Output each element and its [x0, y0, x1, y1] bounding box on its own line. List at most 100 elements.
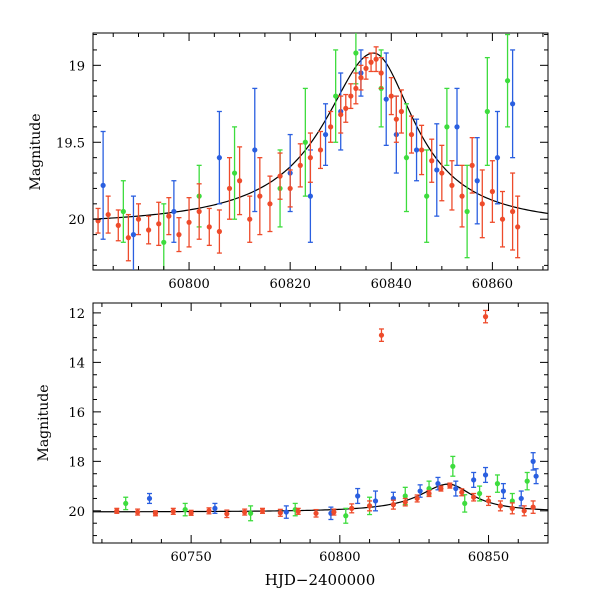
y-tick-label: 20 [68, 213, 85, 228]
data-point [469, 162, 475, 168]
data-point [171, 208, 177, 215]
data-point [509, 505, 515, 511]
data-point [252, 147, 258, 153]
data-point [450, 463, 456, 469]
data-point [248, 510, 254, 516]
data-point [530, 504, 536, 510]
data-point [429, 158, 435, 164]
top-panel: 60800 60820 60840 60860 19 19.5 20 Magnitude [28, 32, 549, 292]
bottom-xlabel: HJD−2400000 [265, 571, 376, 589]
data-point [120, 208, 126, 215]
data-point [439, 170, 445, 176]
data-point [368, 59, 374, 65]
x-tick-label: 60840 [371, 277, 412, 292]
data-point [237, 178, 243, 184]
data-point [212, 505, 218, 511]
data-point [355, 493, 361, 499]
data-point [424, 193, 430, 199]
model-curve [93, 483, 548, 513]
data-point [530, 458, 536, 464]
data-point [521, 508, 527, 514]
data-point [393, 116, 399, 122]
data-point [390, 502, 396, 508]
data-point [170, 508, 176, 514]
data-point [494, 481, 501, 487]
data-point [533, 473, 539, 479]
data-point [373, 56, 379, 62]
data-point [419, 147, 425, 153]
bottom-plot-frame [92, 302, 549, 544]
data-point [358, 75, 364, 81]
x-tick-label: 60860 [472, 277, 513, 292]
data-point [444, 124, 450, 130]
data-point [417, 488, 423, 494]
data-point [182, 506, 188, 513]
data-point [482, 472, 489, 478]
data-point [123, 500, 129, 507]
data-point [287, 185, 293, 192]
data-point [242, 509, 248, 515]
y-tick-label: 16 [68, 406, 85, 421]
data-point [216, 155, 222, 161]
data-point [176, 232, 182, 238]
data-point [161, 239, 167, 245]
data-point [206, 224, 212, 230]
data-point [453, 485, 459, 492]
data-point [297, 162, 303, 168]
data-point [434, 167, 440, 173]
data-point [156, 221, 162, 227]
data-point [398, 108, 404, 115]
data-point [372, 498, 379, 504]
data-point [464, 208, 470, 215]
data-point [331, 509, 337, 515]
data-point [100, 182, 106, 188]
data-point [135, 216, 142, 222]
data-point [307, 155, 313, 161]
top-plot-frame [92, 32, 549, 271]
data-point [366, 503, 373, 509]
data-point [494, 155, 501, 161]
data-point [105, 211, 111, 218]
x-tick-label: 60800 [168, 277, 209, 292]
data-point [338, 111, 344, 118]
data-point [135, 509, 141, 515]
data-point [188, 510, 194, 516]
data-point [482, 314, 489, 320]
data-point [510, 208, 516, 215]
data-point [489, 188, 495, 195]
y-tick-label: 19 [68, 59, 85, 74]
data-point [504, 78, 511, 84]
data-point [259, 508, 266, 514]
data-point [353, 50, 359, 56]
data-point [510, 101, 516, 107]
bottom-ylabel: Magnitude [36, 384, 52, 461]
data-point [383, 96, 389, 102]
data-point [524, 478, 530, 484]
data-point [471, 494, 477, 500]
data-point [277, 510, 283, 516]
data-point [196, 208, 202, 215]
data-point [343, 105, 349, 112]
data-point [378, 70, 384, 76]
data-point [499, 216, 506, 222]
data-point [438, 485, 444, 492]
data-point [146, 227, 152, 233]
y-tick-label: 18 [68, 455, 85, 470]
data-point [484, 108, 490, 115]
data-point [408, 131, 415, 138]
data-point [518, 495, 524, 502]
data-point [426, 490, 432, 497]
data-point [459, 489, 465, 495]
data-point [477, 490, 483, 497]
data-point [363, 65, 369, 71]
y-tick-label: 20 [68, 505, 85, 520]
data-point [257, 193, 263, 199]
data-point [388, 93, 394, 99]
y-tick-label: 19.5 [56, 136, 85, 151]
data-point [454, 124, 460, 130]
top-ylabel: Magnitude [28, 113, 44, 190]
x-tick-label: 60820 [269, 277, 310, 292]
data-point [474, 178, 480, 184]
data-point [307, 193, 313, 199]
